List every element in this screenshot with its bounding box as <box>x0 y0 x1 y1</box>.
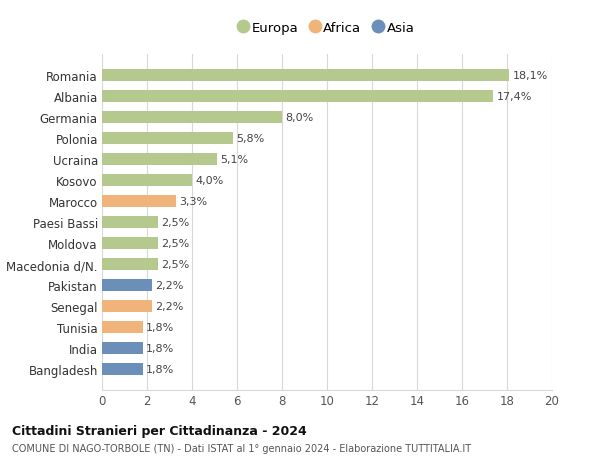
Text: 5,8%: 5,8% <box>236 134 264 144</box>
Text: Cittadini Stranieri per Cittadinanza - 2024: Cittadini Stranieri per Cittadinanza - 2… <box>12 424 307 437</box>
Bar <box>102 70 509 82</box>
Bar <box>102 91 493 103</box>
Bar <box>102 238 158 249</box>
Text: 8,0%: 8,0% <box>286 113 314 123</box>
Bar <box>102 342 143 354</box>
Text: 17,4%: 17,4% <box>497 92 532 102</box>
Text: 2,2%: 2,2% <box>155 302 183 311</box>
Text: 18,1%: 18,1% <box>512 71 548 81</box>
Bar <box>102 301 152 312</box>
Bar <box>102 364 143 375</box>
Bar <box>102 217 158 229</box>
Bar <box>102 112 282 123</box>
Text: 1,8%: 1,8% <box>146 364 174 374</box>
Text: 3,3%: 3,3% <box>179 197 208 207</box>
Bar <box>102 133 233 145</box>
Bar <box>102 280 152 291</box>
Text: COMUNE DI NAGO-TORBOLE (TN) - Dati ISTAT al 1° gennaio 2024 - Elaborazione TUTTI: COMUNE DI NAGO-TORBOLE (TN) - Dati ISTAT… <box>12 443 471 453</box>
Text: 2,2%: 2,2% <box>155 280 183 291</box>
Bar <box>102 154 217 166</box>
Text: 2,5%: 2,5% <box>161 239 190 248</box>
Text: 5,1%: 5,1% <box>220 155 248 165</box>
Bar <box>102 259 158 270</box>
Text: 1,8%: 1,8% <box>146 322 174 332</box>
Text: 4,0%: 4,0% <box>196 176 224 186</box>
Bar <box>102 175 192 186</box>
Text: 2,5%: 2,5% <box>161 259 190 269</box>
Bar <box>102 322 143 333</box>
Legend: Europa, Africa, Asia: Europa, Africa, Asia <box>239 22 415 35</box>
Text: 1,8%: 1,8% <box>146 343 174 353</box>
Text: 2,5%: 2,5% <box>161 218 190 228</box>
Bar <box>102 196 176 207</box>
